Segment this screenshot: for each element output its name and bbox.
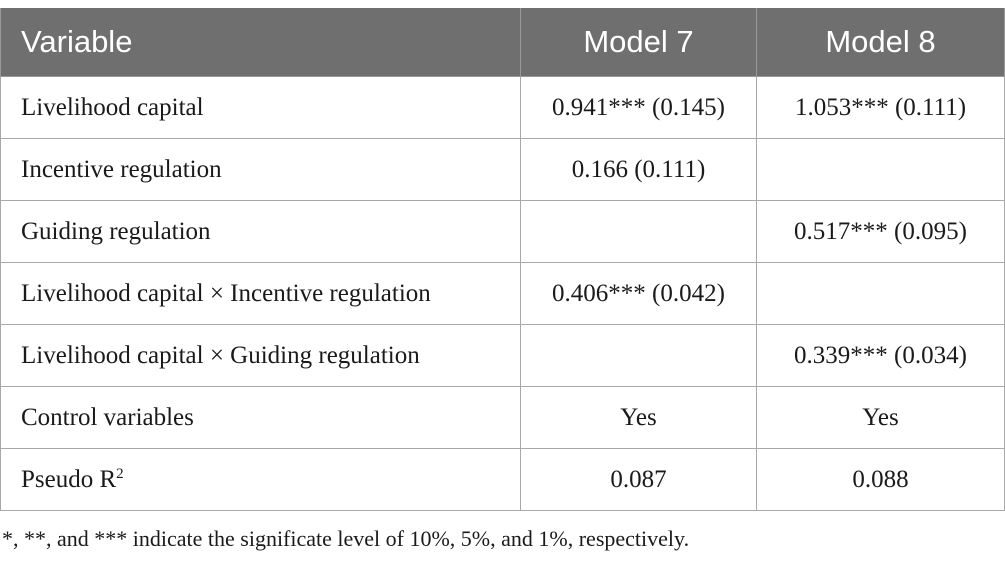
variable-cell: Control variables: [0, 386, 521, 449]
variable-cell: Livelihood capital: [0, 76, 521, 139]
model-7-cell: 0.166 (0.111): [520, 138, 757, 201]
model-8-cell: 0.339*** (0.034): [756, 324, 1005, 387]
header-row: Variable Model 7 Model 8: [0, 8, 1005, 77]
model-7-cell: 0.406*** (0.042): [520, 262, 757, 325]
model-7-cell: [520, 200, 757, 263]
variable-cell: Incentive regulation: [0, 138, 521, 201]
variable-cell: Livelihood capital × Guiding regulation: [0, 324, 521, 387]
header-model-8: Model 8: [756, 8, 1005, 77]
header-model-7: Model 7: [520, 8, 757, 77]
table-row: Pseudo R2 0.087 0.088: [0, 448, 1005, 511]
model-7-cell: [520, 324, 757, 387]
header-variable: Variable: [0, 8, 521, 77]
model-8-cell: Yes: [756, 386, 1005, 449]
superscript: 2: [116, 465, 124, 482]
table-footnote: *, **, and *** indicate the significate …: [2, 526, 690, 551]
model-7-cell: Yes: [520, 386, 757, 449]
model-7-cell: 0.087: [520, 448, 757, 511]
table-row: Livelihood capital × Incentive regulatio…: [0, 262, 1005, 325]
variable-label: Pseudo R: [21, 465, 117, 493]
variable-cell: Pseudo R2: [0, 448, 521, 511]
table-row: Livelihood capital 0.941*** (0.145) 1.05…: [0, 76, 1005, 139]
model-8-cell: 0.517*** (0.095): [756, 200, 1005, 263]
table-row: Livelihood capital × Guiding regulation …: [0, 324, 1005, 387]
variable-cell: Guiding regulation: [0, 200, 521, 263]
regression-table: Variable Model 7 Model 8 Livelihood capi…: [0, 8, 1005, 511]
table-row: Guiding regulation 0.517*** (0.095): [0, 200, 1005, 263]
model-8-cell: [756, 138, 1005, 201]
model-8-cell: [756, 262, 1005, 325]
table-row: Incentive regulation 0.166 (0.111): [0, 138, 1005, 201]
model-8-cell: 0.088: [756, 448, 1005, 511]
table-row: Control variables Yes Yes: [0, 386, 1005, 449]
model-8-cell: 1.053*** (0.111): [756, 76, 1005, 139]
model-7-cell: 0.941*** (0.145): [520, 76, 757, 139]
regression-table-container: Variable Model 7 Model 8 Livelihood capi…: [0, 8, 1005, 511]
variable-cell: Livelihood capital × Incentive regulatio…: [0, 262, 521, 325]
